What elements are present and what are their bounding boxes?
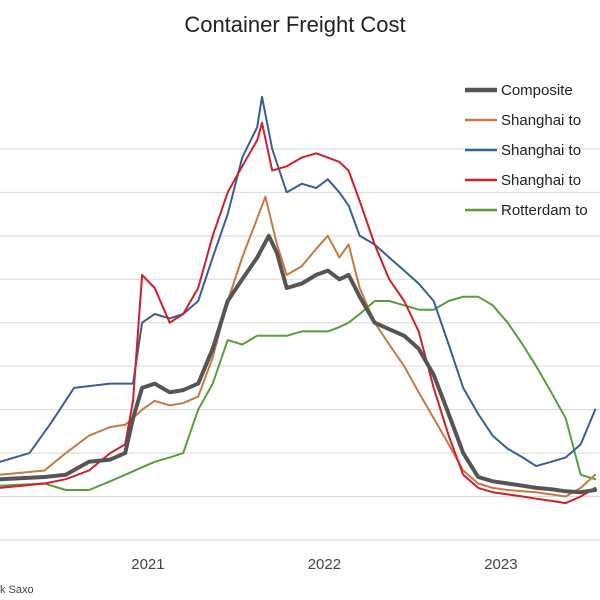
x-axis-ticks: 2021 2022 2023 [131,556,517,573]
series-line-4 [0,295,597,491]
gridlines [0,148,600,541]
legend-label: Shanghai to [501,112,581,129]
legend-label: Shanghai to [501,142,581,159]
chart-title: Container Freight Cost [184,12,405,37]
legend-label: Shanghai to [501,172,581,189]
source-note: k Saxo [0,584,34,596]
series-lines [0,95,598,505]
x-tick-label: 2023 [484,556,517,573]
series-line-0 [0,233,598,495]
x-tick-label: 2022 [308,556,341,573]
x-tick-label: 2021 [131,556,164,573]
series-line-2 [0,95,597,468]
series-line-3 [0,121,597,505]
legend: Composite Shanghai to Shanghai to Shanghai … [465,82,588,219]
legend-label: Composite [501,82,573,99]
legend-label: Rotterdam to [501,202,588,219]
series-line-1 [0,195,597,498]
